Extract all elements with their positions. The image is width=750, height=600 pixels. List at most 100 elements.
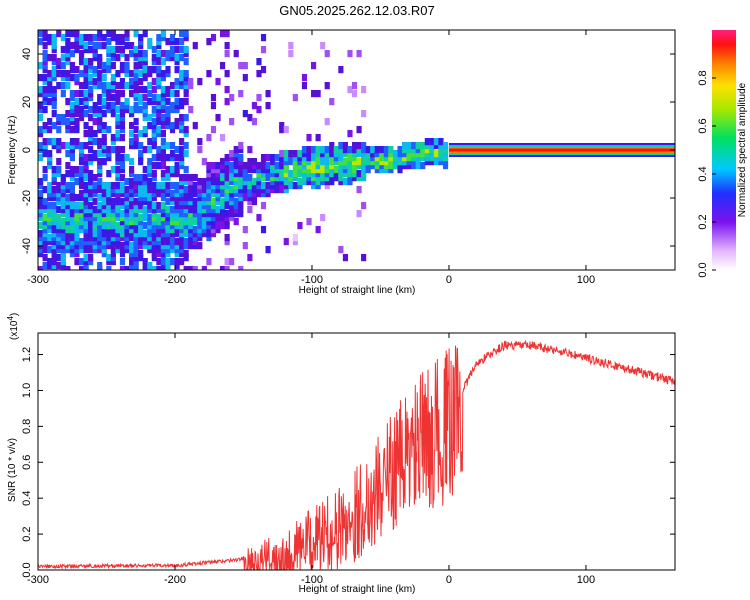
heatmap-cell <box>65 54 71 62</box>
heatmap-cell <box>110 34 116 42</box>
heatmap-cell <box>42 254 48 262</box>
heatmap-cell <box>92 46 98 54</box>
heatmap-cell <box>292 238 298 246</box>
heatmap-cell <box>124 42 130 50</box>
heatmap-cell <box>179 230 185 238</box>
heatmap-cell <box>174 202 180 210</box>
heatmap-cell <box>188 182 194 190</box>
heatmap-cell <box>174 186 180 194</box>
heatmap-cell <box>129 158 135 166</box>
heatmap-cell <box>74 170 80 178</box>
heatmap-cell <box>101 98 107 106</box>
heatmap-cell <box>124 230 130 238</box>
heatmap-cell <box>165 38 171 46</box>
heatmap-cell <box>119 182 126 190</box>
heatmap-cell <box>151 118 157 126</box>
heatmap-cell <box>201 186 207 194</box>
heatmap-cell <box>92 218 98 226</box>
heatmap-cell <box>174 146 180 154</box>
heatmap-cell <box>42 30 48 38</box>
heatmap-cell <box>142 66 148 74</box>
heatmap-cell <box>97 226 103 234</box>
heatmap-cell <box>179 70 185 78</box>
heatmap-cell <box>342 178 348 186</box>
heatmap-cell <box>174 82 180 90</box>
heatmap-cell <box>92 82 98 90</box>
heatmap-cell <box>256 174 262 182</box>
heatmap-cell <box>78 194 85 202</box>
heatmap-cell <box>383 162 389 170</box>
heatmap-cell <box>97 158 103 166</box>
heatmap-cell <box>370 162 376 170</box>
heatmap-cell <box>101 230 107 238</box>
heatmap-cell <box>292 154 298 162</box>
heatmap-cell <box>183 202 189 210</box>
heatmap-cell <box>74 230 80 238</box>
heatmap-cell <box>210 218 217 226</box>
heatmap-cell <box>297 178 303 186</box>
heatmap-cell <box>356 162 362 170</box>
heatmap-cell <box>78 246 85 254</box>
heatmap-cell <box>69 186 75 194</box>
heatmap-cell <box>138 42 144 50</box>
heatmap-cell <box>365 158 371 166</box>
heatmap-cell <box>251 186 257 194</box>
heatmap-cell <box>133 190 139 198</box>
heatmap-cell <box>74 110 80 118</box>
heatmap-cell <box>188 186 194 194</box>
heatmap-cell <box>315 146 321 154</box>
heatmap-cell <box>174 198 180 206</box>
colorbar-tick-label: 0.6 <box>697 118 709 133</box>
heatmap-cell <box>88 134 94 142</box>
heatmap-cell <box>365 146 371 154</box>
heatmap-cell <box>174 122 180 130</box>
heatmap-cell <box>83 230 89 238</box>
heatmap-cell <box>233 178 239 186</box>
heatmap-cell <box>97 126 103 134</box>
heatmap-cell <box>97 142 103 150</box>
heatmap-cell <box>365 166 371 174</box>
heatmap-cell <box>183 34 189 42</box>
heatmap-cell <box>119 246 126 254</box>
heatmap-cell <box>83 262 89 270</box>
heatmap-cell <box>174 118 180 126</box>
heatmap-cell <box>65 194 71 202</box>
heatmap-cell <box>415 146 421 154</box>
heatmap-cell <box>183 206 189 214</box>
heatmap-cell <box>224 202 230 210</box>
heatmap-cell <box>174 218 180 226</box>
heatmap-cell <box>165 262 171 270</box>
heatmap-cell <box>260 166 267 174</box>
heatmap-cell <box>288 150 294 158</box>
heatmap-cell <box>306 134 312 142</box>
heatmap-cell <box>247 158 253 166</box>
heatmap-cell <box>179 210 185 218</box>
heatmap-cell <box>238 166 244 174</box>
heatmap-cell <box>333 174 339 182</box>
heatmap-cell <box>56 142 62 150</box>
heatmap-cell <box>351 150 358 158</box>
heatmap-cell <box>92 150 98 158</box>
heatmap-cell <box>97 54 103 62</box>
heatmap-cell <box>438 142 444 150</box>
heatmap-cell <box>215 174 221 182</box>
heatmap-cell <box>129 234 135 242</box>
heatmap-cell <box>229 202 235 210</box>
heatmap-cell <box>169 218 176 226</box>
heatmap-cell <box>151 86 157 94</box>
heatmap-cell <box>224 98 230 106</box>
heatmap-cell <box>110 146 116 154</box>
heatmap-cell <box>51 178 57 186</box>
heatmap-cell <box>224 222 230 230</box>
heatmap-cell <box>183 210 189 218</box>
heatmap-cell <box>83 154 89 162</box>
heatmap-cell <box>147 122 153 130</box>
heatmap-cell <box>179 102 185 110</box>
heatmap-cell <box>402 158 408 166</box>
heatmap-cell <box>320 150 326 158</box>
heatmap-cell <box>110 78 116 86</box>
x-tick-label: -300 <box>27 574 49 586</box>
heatmap-cell <box>115 246 121 254</box>
heatmap-cell <box>83 242 89 250</box>
x-tick-label: 100 <box>577 574 595 586</box>
